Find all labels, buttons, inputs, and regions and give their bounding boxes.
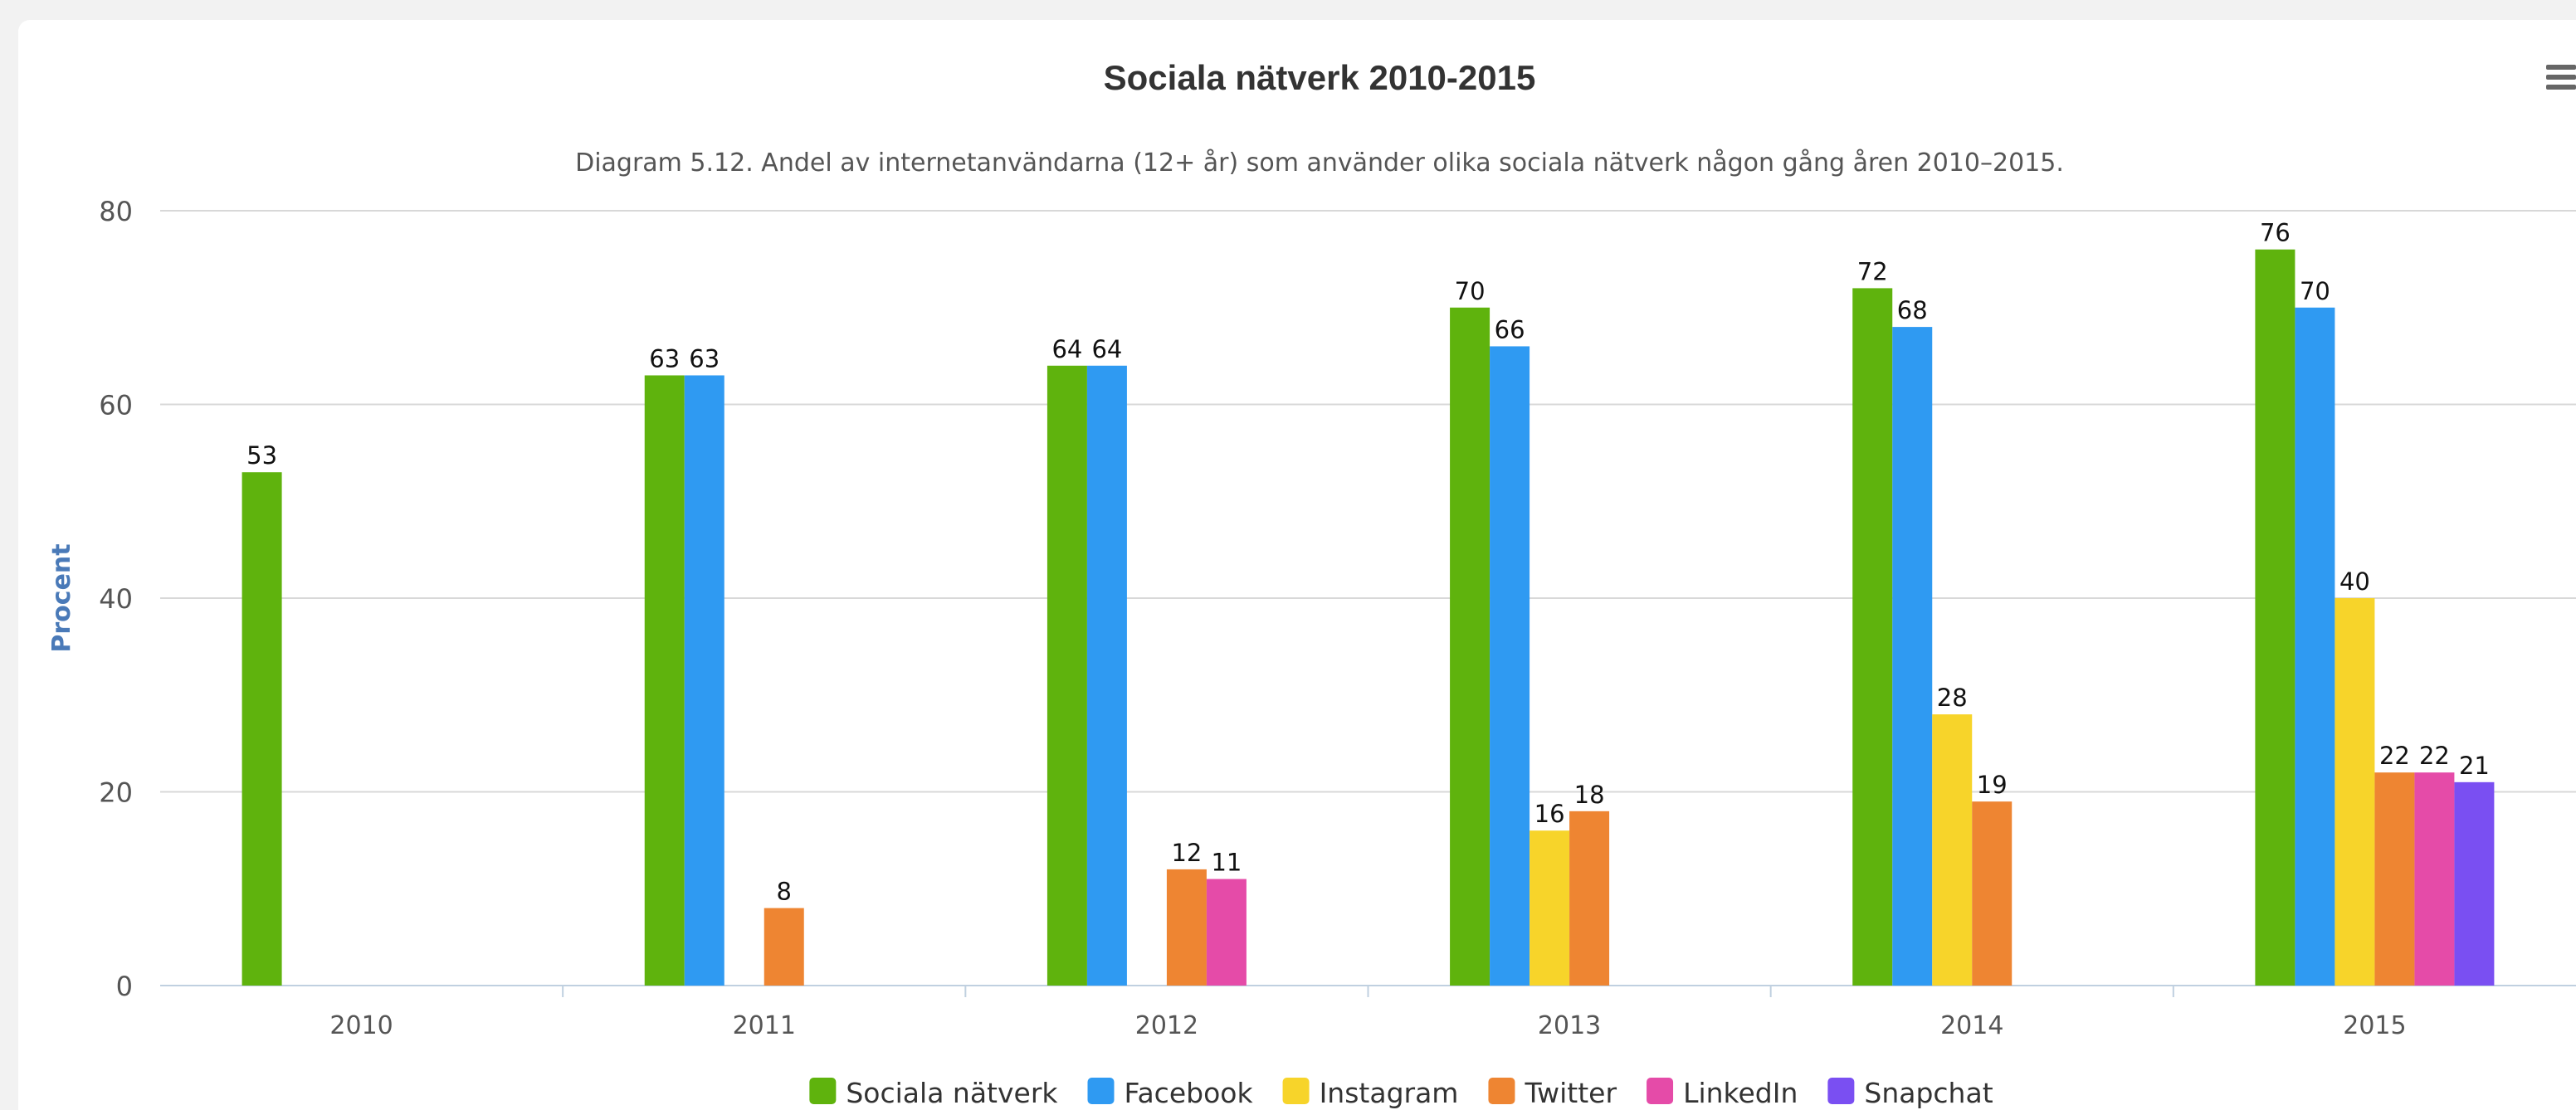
legend-label: LinkedIn: [1683, 1077, 1798, 1109]
data-label: 70: [2300, 277, 2330, 305]
legend-swatch: [1282, 1078, 1310, 1104]
grid: [160, 210, 2576, 986]
bar: [644, 375, 685, 986]
bar: [1852, 288, 1893, 986]
data-label: 21: [2459, 752, 2490, 780]
bar: [1490, 346, 1530, 986]
bar: [2255, 249, 2295, 986]
data-label: 70: [1455, 277, 1486, 305]
data-labels: 53 63 63 8 64 64 12 11 70 66 16 18 72 68 28 19 76 70 40 22 2…: [246, 219, 2490, 906]
data-label: 66: [1495, 315, 1525, 343]
x-tick-label: 2011: [733, 1011, 796, 1040]
data-label: 63: [649, 344, 680, 372]
legend-item[interactable]: Snapchat: [1827, 1077, 1993, 1109]
legend-swatch: [1488, 1078, 1515, 1104]
legend-swatch: [1827, 1078, 1855, 1104]
legend-label: Instagram: [1320, 1077, 1459, 1109]
legend-label: Twitter: [1524, 1077, 1617, 1109]
data-label: 28: [1937, 684, 1968, 712]
legend-label: Sociala nätverk: [846, 1077, 1058, 1109]
chart-card: Sociala nätverk 2010-2015 Diagram 5.12. …: [18, 20, 2576, 1110]
chart-title: Sociala nätverk 2010-2015: [1104, 58, 1536, 97]
bar: [1972, 801, 2013, 986]
y-axis: 0 20 40 60 80: [99, 196, 133, 1002]
bar: [1206, 879, 1247, 986]
data-label: 19: [1977, 771, 2008, 799]
bar: [1086, 365, 1127, 986]
data-label: 72: [1857, 257, 1888, 285]
data-label: 68: [1897, 296, 1928, 324]
x-tick-label: 2010: [329, 1011, 393, 1040]
legend-item[interactable]: Twitter: [1488, 1077, 1617, 1109]
bar: [2295, 307, 2335, 986]
legend-item[interactable]: Instagram: [1282, 1077, 1459, 1109]
y-tick-label: 0: [116, 971, 133, 1002]
legend-item[interactable]: Facebook: [1087, 1077, 1254, 1109]
data-label: 40: [2339, 567, 2370, 596]
legend-label: Snapchat: [1864, 1077, 1993, 1109]
bar: [1932, 714, 1973, 986]
data-label: 53: [246, 441, 277, 470]
y-tick-label: 40: [99, 583, 133, 615]
y-tick-label: 60: [99, 390, 133, 421]
bar: [242, 472, 282, 986]
legend-item[interactable]: LinkedIn: [1647, 1077, 1798, 1109]
legend-swatch: [809, 1078, 837, 1104]
data-label: 18: [1574, 781, 1605, 809]
y-tick-label: 80: [99, 196, 133, 227]
bar: [764, 908, 804, 986]
x-tick-label: 2014: [1940, 1011, 2003, 1040]
hamburger-menu-icon[interactable]: [2546, 65, 2576, 90]
legend-label: Facebook: [1125, 1077, 1254, 1109]
bars: [242, 249, 2495, 986]
chart: Sociala nätverk 2010-2015 Diagram 5.12. …: [47, 58, 2576, 1109]
bar: [1166, 869, 1207, 986]
data-label: 11: [1211, 849, 1242, 877]
bar: [684, 375, 724, 986]
data-label: 63: [689, 344, 720, 372]
data-label: 22: [2419, 742, 2450, 770]
data-label: 16: [1534, 800, 1565, 828]
chart-subtitle: Diagram 5.12. Andel av internetanvändarn…: [575, 148, 2064, 178]
legend-item[interactable]: Sociala nätverk: [809, 1077, 1058, 1109]
x-tick-label: 2015: [2343, 1011, 2406, 1040]
bar: [2374, 772, 2415, 986]
legend: Sociala nätverk Facebook Instagram Twitter L…: [809, 1077, 1993, 1109]
data-label: 76: [2260, 219, 2291, 247]
data-label: 22: [2379, 742, 2410, 770]
y-tick-label: 20: [99, 777, 133, 809]
bar: [1046, 365, 1087, 986]
x-tick-label: 2013: [1538, 1011, 1601, 1040]
data-label: 12: [1171, 839, 1202, 867]
x-tick-label: 2012: [1135, 1011, 1198, 1040]
y-axis-title: Procent: [47, 543, 76, 652]
bar: [2414, 772, 2455, 986]
legend-swatch: [1087, 1078, 1115, 1104]
legend-swatch: [1647, 1078, 1674, 1104]
data-label: 64: [1051, 335, 1082, 363]
x-axis: 2010 2011 2012 2013 2014 2015: [329, 986, 2407, 1040]
bar: [1569, 811, 1610, 986]
bar: [1450, 307, 1490, 986]
bar: [2334, 598, 2375, 986]
data-label: 64: [1091, 335, 1122, 363]
bar: [1530, 830, 1570, 986]
data-label: 8: [777, 878, 792, 906]
bar: [1892, 327, 1933, 986]
bar: [2454, 781, 2495, 986]
